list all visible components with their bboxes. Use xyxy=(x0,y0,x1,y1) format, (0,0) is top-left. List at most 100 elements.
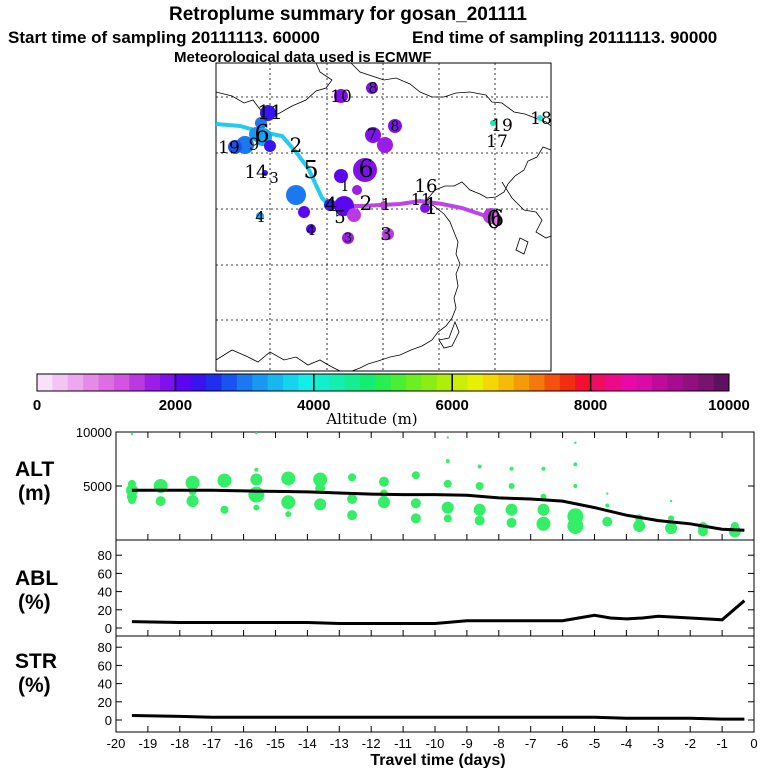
alt-spread-point xyxy=(314,498,327,511)
plume-dot xyxy=(388,119,402,133)
colorbar-swatch xyxy=(698,374,715,391)
end-time: End time of sampling 20111113. 90000 xyxy=(412,28,717,47)
alt-spread-point xyxy=(377,496,390,509)
alt-spread-point xyxy=(473,503,486,516)
colorbar-swatch xyxy=(498,374,515,391)
alt-spread-point xyxy=(697,526,708,537)
map-day-label: 8 xyxy=(391,119,400,135)
map-day-label: 4 xyxy=(325,192,338,216)
colorbar-swatch xyxy=(52,374,69,391)
alt-spread-point xyxy=(508,483,515,489)
map-day-label: 16 xyxy=(415,176,438,197)
x-tick-label: -2 xyxy=(684,736,696,751)
colorbar-tick-label: 10000 xyxy=(708,397,750,414)
alt-spread-point xyxy=(378,476,389,487)
map-day-label: 14 xyxy=(245,162,268,183)
colorbar-swatch xyxy=(682,374,699,391)
alt-spread-point xyxy=(254,467,259,472)
alt-spread-point xyxy=(541,466,546,471)
map-day-label: 11 xyxy=(411,190,431,209)
alt-spread-point xyxy=(250,473,263,486)
colorbar-swatch xyxy=(390,374,407,391)
time-series-panels xyxy=(115,431,755,733)
colorbar-tick-label: 8000 xyxy=(574,397,607,414)
map-day-label: 19 xyxy=(491,116,513,136)
plume-dot xyxy=(382,228,394,240)
alt-spread-point xyxy=(574,441,577,444)
str-label: STR xyxy=(15,650,57,673)
colorbar-swatch xyxy=(113,374,130,391)
colorbar-tick-labels: 0 2000 4000 6000 8000 10000 xyxy=(33,397,750,414)
colorbar-swatch xyxy=(329,374,345,391)
alt-spread-point xyxy=(443,514,452,523)
alt-spread-point xyxy=(567,517,584,534)
alt-mean-line xyxy=(131,488,745,532)
trajectory-early xyxy=(215,122,332,208)
colorbar-swatch xyxy=(98,374,115,391)
x-tick-label: -20 xyxy=(107,736,126,751)
alt-spread-point xyxy=(573,462,578,467)
x-tick-label: 0 xyxy=(750,736,757,751)
map-day-label: 3 xyxy=(380,224,391,245)
met-data-note: Meteorological data used is ECMWF xyxy=(174,49,432,66)
plume-dot xyxy=(347,208,361,222)
plume-dot xyxy=(366,82,378,94)
colorbar-swatch xyxy=(298,374,315,391)
plume-dot xyxy=(380,201,388,209)
colorbar-swatch xyxy=(175,374,192,391)
colorbar-swatch xyxy=(283,374,299,391)
data-series xyxy=(131,488,746,721)
colorbar-swatch xyxy=(236,374,253,391)
x-tick-label: -9 xyxy=(461,736,473,751)
plume-dot xyxy=(298,206,310,218)
alt-spread-point xyxy=(255,431,258,435)
alt-unit: (m) xyxy=(18,482,51,505)
x-tick-label: -6 xyxy=(557,736,569,751)
colorbar-swatch xyxy=(37,374,53,391)
map-day-label: 2 xyxy=(290,133,303,157)
plume-dot xyxy=(255,117,267,129)
colorbar-swatch xyxy=(467,374,484,391)
colorbar: 0 2000 4000 6000 8000 10000 Altitude (m) xyxy=(33,373,750,428)
colorbar-swatch xyxy=(406,374,422,391)
colorbar-label: Altitude (m) xyxy=(325,410,417,428)
plume-dot xyxy=(306,224,316,234)
colorbar-swatch xyxy=(713,374,730,391)
x-axis-ticks: -20 -19 -18 -17 -16 -15 -14 -13 -12 -11 -10 -9 -8 -7-… xyxy=(107,432,758,751)
colorbar-swatch xyxy=(513,374,530,391)
map-day-label: 3 xyxy=(344,231,352,246)
x-tick-label: -3 xyxy=(653,736,665,751)
map-day-label: 17 xyxy=(486,132,508,152)
plume-dot xyxy=(490,213,502,225)
colorbar-swatch xyxy=(605,374,622,391)
colorbar-major-ticks xyxy=(174,374,592,391)
map-day-label: 3 xyxy=(269,169,279,187)
alt-spread-point xyxy=(606,492,609,495)
y-tick-label: 0 xyxy=(105,621,112,636)
alt-spread-point xyxy=(446,436,449,439)
y-tick-label: 0 xyxy=(105,713,112,728)
plume-dot xyxy=(286,185,306,205)
map-day-label: 6 xyxy=(254,120,269,148)
colorbar-swatch xyxy=(621,374,638,391)
alt-spread-point xyxy=(347,493,358,504)
colorbar-tick-label: 0 xyxy=(33,397,41,414)
alt-spread-point xyxy=(155,496,166,507)
x-tick-label: -12 xyxy=(362,736,381,751)
map-day-label: 0 xyxy=(486,206,501,234)
alt-spread-point xyxy=(506,517,517,528)
x-tick-label: -18 xyxy=(170,736,189,751)
map-day-label: 6 xyxy=(358,155,373,183)
alt-spread-point xyxy=(281,495,296,510)
map-day-label: 1 xyxy=(381,195,391,214)
alt-spread-point xyxy=(313,472,328,487)
alt-spread-point xyxy=(285,511,292,518)
y-tick-label: 60 xyxy=(98,658,112,673)
alt-y-ticks: 10000 5000 xyxy=(76,425,754,494)
plume-dot xyxy=(264,140,276,152)
colorbar-swatch xyxy=(221,374,238,391)
plume-dot xyxy=(260,105,276,121)
x-tick-label: -8 xyxy=(493,736,505,751)
colorbar-tick-label: 4000 xyxy=(297,397,330,414)
